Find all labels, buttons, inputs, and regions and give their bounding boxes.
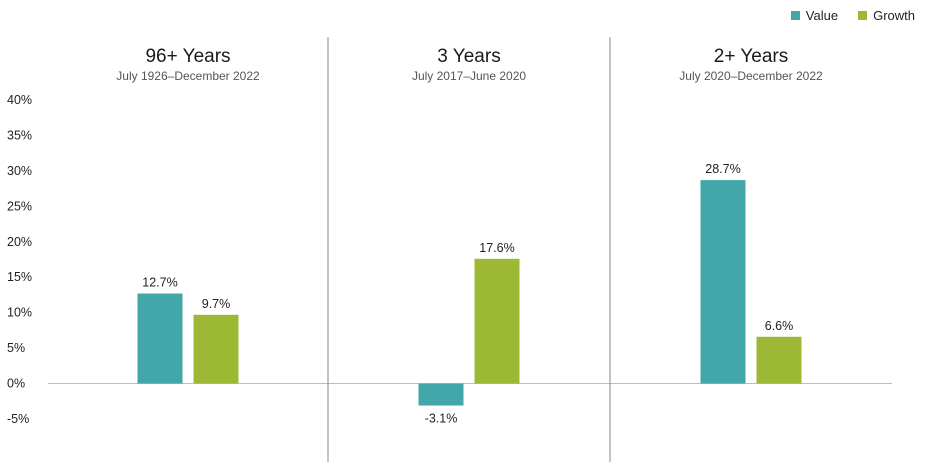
bar-growth xyxy=(756,336,802,384)
legend: Value Growth xyxy=(790,8,915,23)
bar-growth xyxy=(193,314,239,384)
panel-title: 2+ Years xyxy=(714,46,789,67)
bar-growth xyxy=(474,258,520,384)
y-tick-label: 15% xyxy=(7,270,32,284)
legend-item-growth: Growth xyxy=(858,8,915,23)
legend-item-value: Value xyxy=(790,8,839,23)
y-tick-label: 0% xyxy=(7,377,25,391)
bar-value xyxy=(700,180,746,384)
data-label: -3.1% xyxy=(425,412,458,426)
data-label: 12.7% xyxy=(142,276,177,290)
bar-value xyxy=(418,383,464,406)
bar-value xyxy=(137,293,183,384)
y-tick-label: 20% xyxy=(7,235,32,249)
y-tick-label: 25% xyxy=(7,199,32,213)
legend-label-value: Value xyxy=(805,8,839,23)
data-label: 17.6% xyxy=(479,241,514,255)
data-label: 9.7% xyxy=(202,297,231,311)
data-label: 6.6% xyxy=(765,319,794,333)
data-label: 28.7% xyxy=(705,162,740,176)
y-tick-label: -5% xyxy=(7,412,29,426)
legend-swatch-growth xyxy=(858,11,868,20)
legend-swatch-value xyxy=(790,11,800,20)
panel-subtitle: July 2020–December 2022 xyxy=(679,69,823,83)
panel-title: 96+ Years xyxy=(145,46,230,67)
legend-label-growth: Growth xyxy=(873,8,915,23)
y-tick-label: 10% xyxy=(7,306,32,320)
panel-subtitle: July 1926–December 2022 xyxy=(116,69,260,83)
y-tick-label: 40% xyxy=(7,93,32,107)
y-tick-label: 30% xyxy=(7,164,32,178)
panel-title: 3 Years xyxy=(437,46,500,67)
y-tick-label: 5% xyxy=(7,341,25,355)
panel-subtitle: July 2017–June 2020 xyxy=(412,69,526,83)
y-tick-label: 35% xyxy=(7,128,32,142)
